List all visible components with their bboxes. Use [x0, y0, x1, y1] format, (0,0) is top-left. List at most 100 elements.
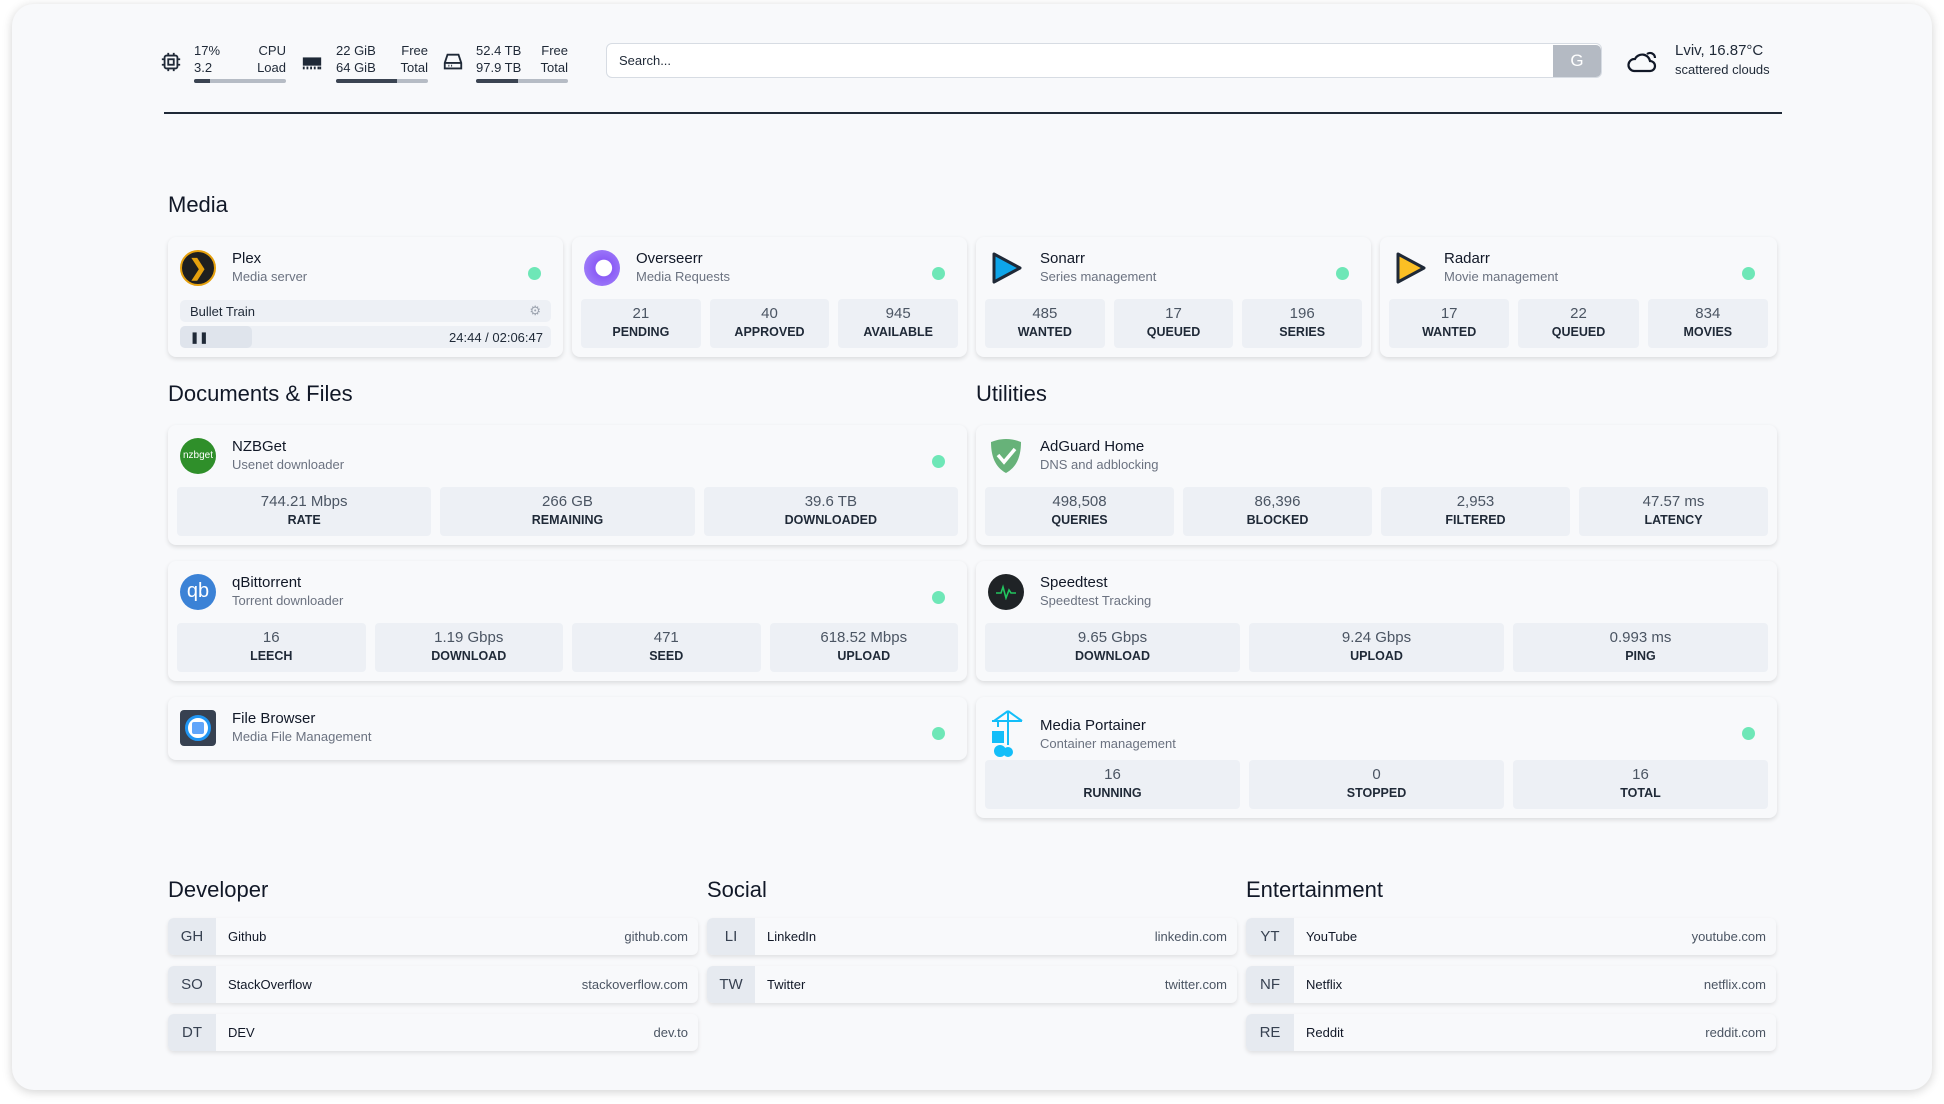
stat-value: 1.19 Gbps	[434, 629, 504, 646]
now-playing-title: Bullet Train	[190, 303, 256, 319]
free-label: Free	[541, 42, 568, 58]
cpu-bar	[194, 78, 286, 83]
stat-value: 9.24 Gbps	[1341, 629, 1412, 646]
stat-value: 0	[1372, 766, 1381, 783]
plex-icon: ❯	[180, 249, 216, 286]
bookmark-url: netflix.com	[1703, 977, 1766, 992]
bookmark-reddit[interactable]: RE Reddit reddit.com	[1246, 1014, 1776, 1051]
disk-bar	[476, 78, 568, 83]
speedtest-pulse-icon	[988, 573, 1024, 610]
stat-value: 471	[653, 629, 679, 646]
stat-value: 945	[885, 305, 911, 322]
stat-approved: 40 APPROVED	[709, 299, 830, 348]
service-card-adguard[interactable]: AdGuard Home DNS and adblocking 498,508 QU…	[976, 425, 1777, 545]
stat-queued: 22 QUEUED	[1518, 299, 1639, 348]
service-card-speedtest[interactable]: Speedtest Speedtest Tracking 9.65 Gbps DOW…	[976, 561, 1777, 681]
service-card-portainer[interactable]: Media Portainer Container management 16 RU…	[976, 697, 1777, 818]
stat-running: 16 RUNNING	[985, 760, 1240, 809]
overseerr-icon	[584, 249, 620, 286]
bookmark-url: dev.to	[653, 1025, 688, 1040]
disk-free: 52.4 TB	[476, 42, 522, 58]
stat-value: 9.65 Gbps	[1077, 629, 1148, 646]
stat-series: 196 SERIES	[1242, 299, 1363, 348]
stat-queries: 498,508 QUERIES	[985, 487, 1174, 536]
stat-label: PENDING	[612, 325, 670, 339]
resource-widgets: 17% CPU 3.2 Load 22 GiB Free 64 GiB Total 52.4…	[160, 38, 582, 86]
bookmark-netflix[interactable]: NF Netflix netflix.com	[1246, 966, 1776, 1003]
stat-value: 266 GB	[542, 493, 593, 510]
bookmark-url: github.com	[624, 929, 688, 944]
search-input[interactable]	[607, 53, 1553, 68]
bookmark-abbr: GH	[168, 918, 216, 955]
bookmark-abbr: RE	[1246, 1014, 1294, 1051]
playback-time: 24:44 / 02:06:47	[449, 329, 543, 345]
weather-widget: Lviv, 16.87°C scattered clouds	[1625, 42, 1770, 77]
bookmark-youtube[interactable]: YT YouTube youtube.com	[1246, 918, 1776, 955]
settings-icon[interactable]: ⚙	[529, 303, 541, 318]
bookmark-name: DEV	[228, 1025, 255, 1040]
bookmark-name: Github	[228, 929, 267, 944]
stat-total: 16 TOTAL	[1513, 760, 1768, 809]
stat-label: APPROVED	[734, 325, 805, 339]
service-stats: 9.65 Gbps DOWNLOAD 9.24 Gbps UPLOAD 0.993 …	[985, 623, 1768, 672]
service-desc: Speedtest Tracking	[1040, 593, 1152, 608]
bookmark-name: StackOverflow	[228, 977, 312, 992]
stat-label: DOWNLOADED	[784, 513, 877, 527]
service-name: AdGuard Home	[1040, 438, 1145, 455]
stat-value: 17	[1440, 305, 1458, 322]
stat-ping: 0.993 ms PING	[1513, 623, 1768, 672]
service-card-plex[interactable]: ❯ Plex Media server Bullet Train ⚙ ❚❚ 24:44…	[168, 237, 563, 357]
disk-widget: 52.4 TB Free 97.9 TB Total	[442, 42, 568, 83]
cpu-load: 3.2	[194, 59, 213, 75]
stat-value: 17	[1165, 305, 1182, 322]
pause-icon[interactable]: ❚❚	[190, 331, 209, 344]
status-dot	[1742, 267, 1755, 280]
bookmark-linkedin[interactable]: LI LinkedIn linkedin.com	[707, 918, 1237, 955]
group-title-utilities: Utilities	[976, 381, 1047, 406]
bookmark-name: Netflix	[1306, 977, 1343, 992]
stat-value: 0.993 ms	[1609, 629, 1672, 646]
stat-label: WANTED	[1017, 325, 1072, 339]
bookmark-dev[interactable]: DT DEV dev.to	[168, 1014, 698, 1051]
stat-value: 498,508	[1052, 493, 1107, 510]
service-card-radarr[interactable]: Radarr Movie management 17 WANTED 22 QUEUED…	[1380, 237, 1777, 357]
service-desc: Series management	[1040, 269, 1157, 284]
bookmark-stackoverflow[interactable]: SO StackOverflow stackoverflow.com	[168, 966, 698, 1003]
playback-row: ❚❚ 24:44 / 02:06:47	[180, 326, 551, 348]
stat-label: LATENCY	[1644, 513, 1703, 527]
stat-label: WANTED	[1422, 325, 1477, 339]
bookmark-name: LinkedIn	[767, 929, 817, 944]
google-search-button[interactable]: G	[1553, 44, 1601, 77]
stat-label: QUEUED	[1146, 325, 1201, 339]
service-card-qbittorrent[interactable]: qb qBittorrent Torrent downloader 16 LEECH …	[168, 561, 967, 681]
stat-rate: 744.21 Mbps RATE	[177, 487, 432, 536]
status-dot	[932, 455, 945, 468]
bookmark-twitter[interactable]: TW Twitter twitter.com	[707, 966, 1237, 1003]
service-name: Speedtest	[1040, 574, 1108, 591]
stat-queued: 17 QUEUED	[1113, 299, 1234, 348]
service-card-overseerr[interactable]: Overseerr Media Requests 21 PENDING 40 APPR…	[572, 237, 967, 357]
stat-label: TOTAL	[1620, 786, 1661, 800]
service-card-sonarr[interactable]: Sonarr Series management 485 WANTED 17 QUEU…	[976, 237, 1371, 357]
stat-label: FILTERED	[1445, 513, 1506, 527]
bookmark-github[interactable]: GH Github github.com	[168, 918, 698, 955]
disk-total: 97.9 TB	[476, 59, 522, 75]
stat-label: UPLOAD	[837, 649, 891, 663]
service-stats: 16 RUNNING 0 STOPPED 16 TOTAL	[985, 760, 1768, 809]
disk-icon	[443, 53, 463, 70]
service-card-nzbget[interactable]: nzbget NZBGet Usenet downloader 744.21 Mbp…	[168, 425, 967, 545]
bookmark-abbr: DT	[168, 1014, 216, 1051]
stat-remaining: 266 GB REMAINING	[440, 487, 695, 536]
bookmark-name: Twitter	[767, 977, 806, 992]
bookmark-name: YouTube	[1306, 929, 1358, 944]
bookmark-url: linkedin.com	[1154, 929, 1227, 944]
stat-label: UPLOAD	[1350, 649, 1403, 663]
service-desc: Media server	[232, 269, 308, 284]
stat-stopped: 0 STOPPED	[1249, 760, 1504, 809]
service-card-filebrowser[interactable]: File Browser Media File Management	[168, 697, 967, 760]
service-stats: 498,508 QUERIES 86,396 BLOCKED 2,953 FILTER…	[985, 487, 1768, 536]
bookmark-url: stackoverflow.com	[581, 977, 688, 992]
cpu-label: CPU	[258, 42, 286, 58]
service-name: qBittorrent	[232, 574, 302, 591]
stat-value: 618.52 Mbps	[820, 629, 908, 646]
